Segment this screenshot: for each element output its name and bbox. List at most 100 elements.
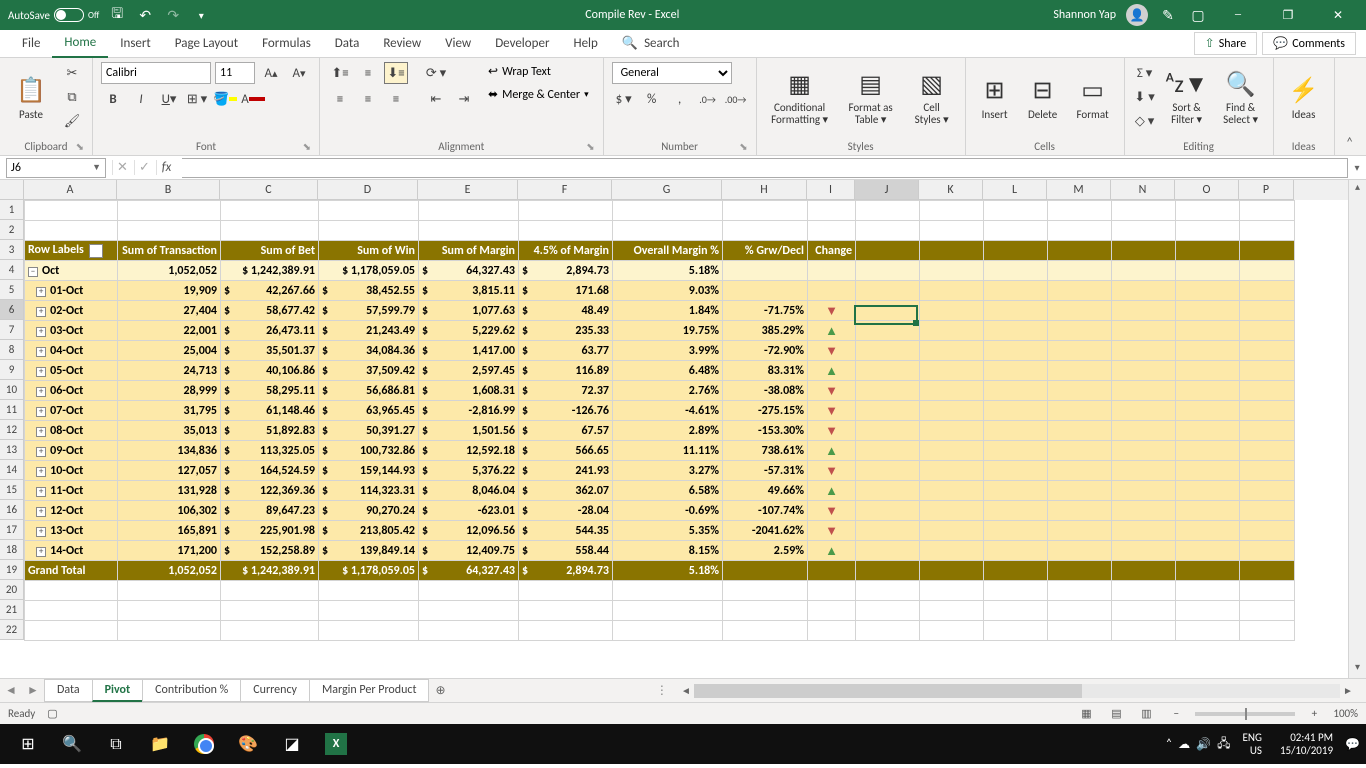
orientation-button[interactable]: ⟳ ▾: [424, 62, 448, 84]
paste-button[interactable]: 📋 Paste: [8, 62, 54, 134]
cell-styles-button[interactable]: ▧ CellStyles ▾: [907, 62, 957, 134]
tab-developer[interactable]: Developer: [483, 30, 561, 57]
expand-icon[interactable]: +: [36, 527, 46, 537]
start-button[interactable]: ⊞: [6, 724, 50, 764]
tray-network-icon[interactable]: 🖧: [1217, 734, 1230, 755]
comma-button[interactable]: ,: [668, 88, 692, 110]
expand-formula-icon[interactable]: ▾: [1348, 161, 1366, 174]
clipboard-dialog-icon[interactable]: ⬊: [76, 140, 84, 153]
fx-icon[interactable]: fx: [156, 160, 176, 175]
expand-icon[interactable]: +: [36, 407, 46, 417]
scroll-up-icon[interactable]: ▴: [1349, 180, 1366, 198]
share-button[interactable]: ⇧ Share: [1194, 32, 1258, 55]
sheet-tab-data[interactable]: Data: [44, 679, 93, 702]
table-row[interactable]: +05-Oct24,713$40,106.86$37,509.42$2,597.…: [25, 361, 1295, 381]
tab-data[interactable]: Data: [323, 30, 372, 57]
alignment-dialog-icon[interactable]: ⬊: [586, 140, 594, 153]
cancel-formula-icon[interactable]: ✕: [112, 160, 132, 175]
column-header-L[interactable]: L: [983, 180, 1047, 200]
row-header-5[interactable]: 5: [0, 280, 24, 300]
expand-icon[interactable]: +: [36, 467, 46, 477]
column-header-J[interactable]: J: [855, 180, 919, 200]
percent-button[interactable]: %: [640, 88, 664, 110]
minimize-button[interactable]: ─: [1218, 0, 1258, 30]
table-row[interactable]: [25, 601, 1295, 621]
page-break-view-button[interactable]: ▥: [1135, 707, 1157, 720]
tab-page-layout[interactable]: Page Layout: [163, 30, 250, 57]
save-icon[interactable]: 🖫: [107, 5, 127, 25]
expand-icon[interactable]: +: [36, 447, 46, 457]
clear-button[interactable]: ◇ ▾: [1133, 110, 1157, 132]
filter-icon[interactable]: ▼: [89, 244, 103, 258]
expand-icon[interactable]: +: [36, 347, 46, 357]
table-row[interactable]: [25, 221, 1295, 241]
column-header-B[interactable]: B: [117, 180, 220, 200]
tray-cloud-icon[interactable]: ☁: [1178, 737, 1190, 752]
format-cells-button[interactable]: ▭ Format: [1070, 62, 1116, 134]
vertical-scrollbar[interactable]: ▴ ▾: [1348, 180, 1366, 678]
increase-font-button[interactable]: A▴: [259, 62, 283, 84]
undo-icon[interactable]: ↶: [135, 5, 155, 25]
delete-cells-button[interactable]: ⊟ Delete: [1022, 62, 1064, 134]
underline-button[interactable]: U ▾: [157, 88, 181, 110]
name-box[interactable]: J6 ▼: [6, 158, 106, 178]
column-header-H[interactable]: H: [722, 180, 807, 200]
excel-taskbar-button[interactable]: X: [314, 724, 358, 764]
decrease-decimal-button[interactable]: .00→: [724, 88, 748, 110]
increase-decimal-button[interactable]: .0→: [696, 88, 720, 110]
table-row[interactable]: +04-Oct25,004$35,501.37$34,084.36$1,417.…: [25, 341, 1295, 361]
taskbar-datetime[interactable]: 02:41 PM 15/10/2019: [1274, 731, 1339, 757]
align-bottom-button[interactable]: ⬇≡: [384, 62, 408, 84]
row-header-12[interactable]: 12: [0, 420, 24, 440]
row-header-18[interactable]: 18: [0, 540, 24, 560]
row-header-10[interactable]: 10: [0, 380, 24, 400]
sheet-nav-prev[interactable]: ◄: [0, 683, 22, 698]
number-format-select[interactable]: General: [612, 62, 732, 84]
user-avatar-icon[interactable]: 👤: [1126, 4, 1148, 26]
column-header-P[interactable]: P: [1239, 180, 1294, 200]
table-row[interactable]: [25, 621, 1295, 641]
sheet-nav-next[interactable]: ►: [22, 683, 44, 698]
table-row[interactable]: +10-Oct127,057$164,524.59$159,144.93$5,3…: [25, 461, 1295, 481]
zoom-level[interactable]: 100%: [1333, 707, 1358, 720]
zoom-in-button[interactable]: +: [1303, 707, 1325, 720]
expand-icon[interactable]: +: [36, 547, 46, 557]
tab-insert[interactable]: Insert: [108, 30, 163, 57]
row-header-17[interactable]: 17: [0, 520, 24, 540]
qat-more-icon[interactable]: ▾: [191, 5, 211, 25]
expand-icon[interactable]: +: [36, 487, 46, 497]
maximize-button[interactable]: ❐: [1268, 0, 1308, 30]
taskbar-clock[interactable]: ENG US: [1237, 731, 1268, 757]
scroll-down-icon[interactable]: ▾: [1349, 660, 1366, 678]
table-row[interactable]: +01-Oct19,909$42,267.66$38,452.55$3,815.…: [25, 281, 1295, 301]
row-header-1[interactable]: 1: [0, 200, 24, 220]
table-row[interactable]: [25, 581, 1295, 601]
expand-icon[interactable]: +: [36, 427, 46, 437]
ribbon-mode-icon[interactable]: ▢: [1188, 5, 1208, 25]
notifications-icon[interactable]: 💬: [1345, 737, 1360, 752]
formula-input[interactable]: [182, 158, 1348, 178]
table-row[interactable]: [25, 201, 1295, 221]
italic-button[interactable]: I: [129, 88, 153, 110]
fill-color-button[interactable]: 🪣: [213, 88, 237, 110]
close-button[interactable]: ✕: [1318, 0, 1358, 30]
column-header-D[interactable]: D: [318, 180, 418, 200]
chrome-button[interactable]: [182, 724, 226, 764]
app-button[interactable]: ◪: [270, 724, 314, 764]
table-row[interactable]: +03-Oct22,001$26,473.11$21,243.49$5,229.…: [25, 321, 1295, 341]
enter-formula-icon[interactable]: ✓: [134, 160, 154, 175]
bold-button[interactable]: B: [101, 88, 125, 110]
scroll-left-icon[interactable]: ◄: [678, 684, 694, 697]
sheet-tab-contribution-[interactable]: Contribution %: [142, 679, 241, 702]
column-header-A[interactable]: A: [24, 180, 117, 200]
sort-filter-button[interactable]: ᴬᴢ▼ Sort &Filter ▾: [1163, 62, 1211, 134]
horizontal-scrollbar[interactable]: ◄ ►: [678, 684, 1356, 698]
search-taskbar-button[interactable]: 🔍: [50, 724, 94, 764]
tab-formulas[interactable]: Formulas: [250, 30, 323, 57]
coming-soon-icon[interactable]: ✎: [1158, 5, 1178, 25]
format-painter-button[interactable]: 🖌: [60, 110, 84, 132]
normal-view-button[interactable]: ▦: [1075, 707, 1097, 720]
row-header-16[interactable]: 16: [0, 500, 24, 520]
autosave-toggle[interactable]: AutoSave Off: [8, 8, 99, 22]
table-row[interactable]: Row Labels ▼Sum of TransactionSum of Bet…: [25, 241, 1295, 261]
